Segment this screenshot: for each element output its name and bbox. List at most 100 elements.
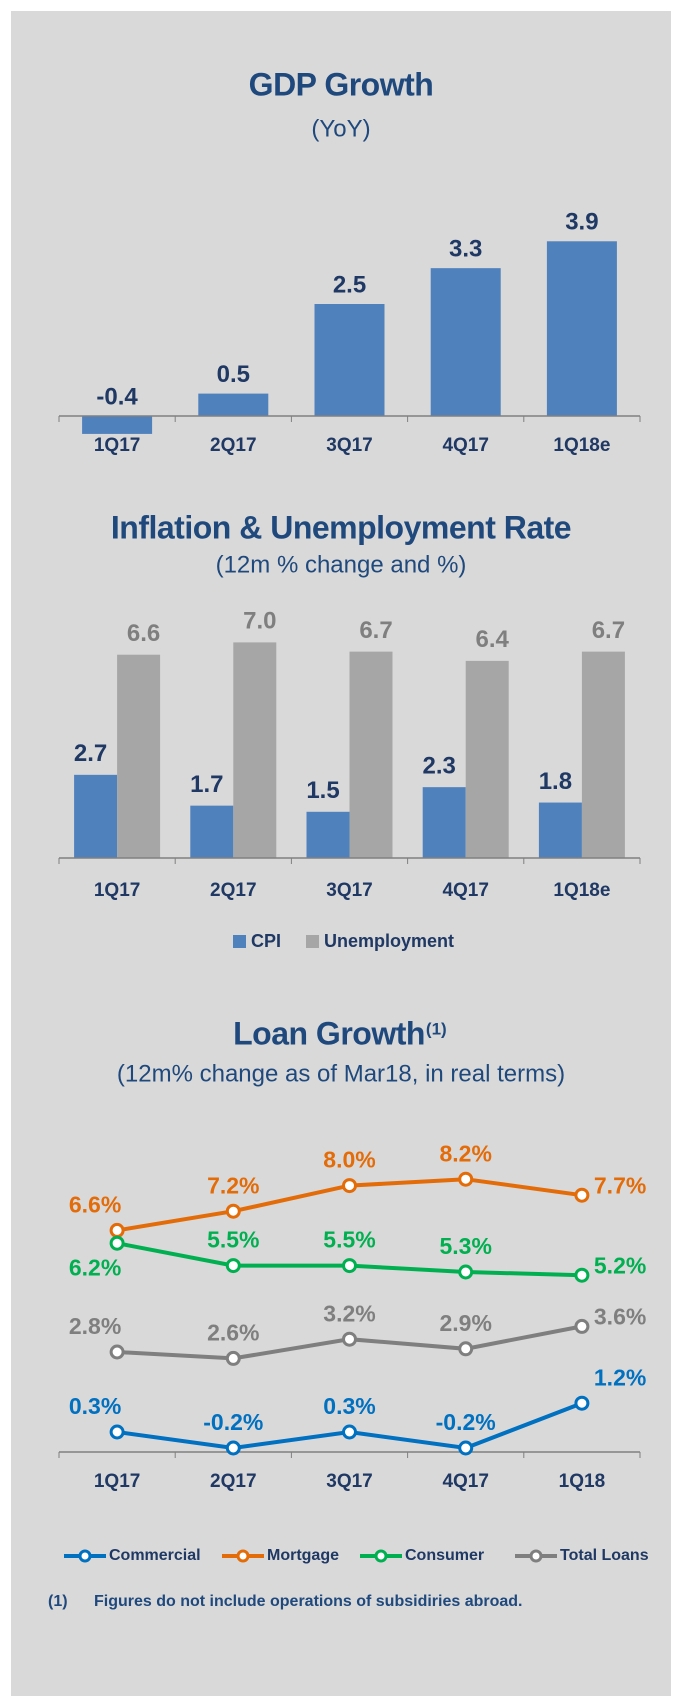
- bar: [117, 654, 161, 858]
- chart-title: Loan Growth: [233, 1015, 425, 1051]
- legend-label: Unemployment: [324, 931, 454, 951]
- chart-subtitle: (YoY): [311, 115, 370, 142]
- marker: [574, 1187, 590, 1203]
- data-label: 5.3%: [439, 1233, 491, 1259]
- bar: [82, 416, 153, 434]
- marker: [109, 1424, 125, 1440]
- legend-label: Total Loans: [560, 1547, 649, 1564]
- bar: [581, 651, 625, 858]
- x-tick-label: 3Q17: [326, 880, 372, 901]
- marker: [458, 1171, 474, 1187]
- bar: [306, 811, 350, 858]
- marker: [574, 1318, 590, 1334]
- x-tick-label: 1Q17: [94, 1471, 140, 1492]
- data-label: 3.6%: [594, 1303, 646, 1329]
- marker: [458, 1440, 474, 1456]
- legend-marker: [78, 1549, 92, 1563]
- data-label: 2.7: [74, 740, 107, 767]
- chart-subtitle: (12m % change and %): [216, 551, 467, 578]
- x-tick-label: 1Q18e: [553, 880, 610, 901]
- marker: [225, 1258, 241, 1274]
- data-label: 3.2%: [323, 1300, 375, 1326]
- data-label: 8.2%: [439, 1140, 491, 1166]
- marker: [574, 1267, 590, 1283]
- bar: [314, 304, 385, 416]
- bar: [233, 642, 277, 858]
- marker: [225, 1203, 241, 1219]
- x-tick-label: 3Q17: [326, 1471, 372, 1492]
- data-label: 3.3: [449, 236, 482, 263]
- bar: [74, 774, 118, 858]
- data-label: 7.0: [243, 608, 276, 635]
- marker: [109, 1344, 125, 1360]
- data-label: 3.9: [565, 209, 598, 236]
- marker: [342, 1258, 357, 1274]
- data-label: 6.2%: [69, 1254, 121, 1280]
- legend-swatch: [233, 935, 246, 948]
- x-tick-label: 1Q18e: [553, 435, 610, 456]
- marker: [342, 1178, 357, 1194]
- marker: [458, 1341, 474, 1357]
- data-label: 1.7: [190, 771, 223, 798]
- data-label: 2.6%: [207, 1319, 259, 1345]
- x-tick-label: 1Q18: [559, 1471, 605, 1492]
- x-tick-label: 2Q17: [210, 1471, 256, 1492]
- legend-swatch: [306, 935, 319, 948]
- data-label: 6.6%: [69, 1191, 121, 1217]
- data-label: 0.3%: [323, 1393, 375, 1419]
- data-label: 7.7%: [594, 1172, 646, 1198]
- data-label: 1.2%: [594, 1364, 646, 1390]
- bar: [430, 268, 501, 416]
- legend-marker: [529, 1549, 543, 1563]
- bar: [538, 802, 582, 858]
- x-tick-label: 3Q17: [326, 435, 372, 456]
- data-label: 1.5: [306, 777, 339, 804]
- bar: [546, 241, 617, 416]
- data-label: 7.2%: [207, 1172, 259, 1198]
- bar: [190, 805, 234, 858]
- data-label: 5.5%: [323, 1227, 375, 1253]
- x-tick-label: 4Q17: [442, 880, 488, 901]
- bar: [465, 660, 509, 858]
- footnote-marker: (1): [48, 1593, 68, 1610]
- data-label: 2.9%: [439, 1310, 491, 1336]
- x-tick-label: 4Q17: [442, 1471, 488, 1492]
- legend-label: CPI: [251, 931, 281, 951]
- data-label: 2.8%: [69, 1313, 121, 1339]
- legend-marker: [236, 1549, 250, 1563]
- data-label: 5.2%: [594, 1252, 646, 1278]
- data-label: 2.3: [423, 753, 456, 780]
- chart-title: GDP Growth: [249, 66, 434, 102]
- legend-marker: [374, 1549, 388, 1563]
- data-label: -0.4: [96, 383, 138, 410]
- marker: [342, 1331, 357, 1347]
- data-label: -0.2%: [436, 1409, 496, 1435]
- data-label: 6.7: [592, 617, 625, 644]
- data-label: 6.7: [359, 617, 392, 644]
- title-note: (1): [426, 1019, 447, 1038]
- marker: [109, 1222, 125, 1238]
- data-label: 8.0%: [323, 1147, 375, 1173]
- x-tick-label: 1Q17: [94, 880, 140, 901]
- bar: [198, 393, 269, 416]
- data-label: 5.5%: [207, 1227, 259, 1253]
- marker: [574, 1395, 590, 1411]
- x-tick-label: 2Q17: [210, 435, 256, 456]
- x-tick-label: 4Q17: [442, 435, 488, 456]
- data-label: 6.4: [476, 626, 510, 653]
- marker: [109, 1235, 125, 1251]
- data-label: 6.6: [127, 620, 160, 647]
- legend-label: Mortgage: [267, 1547, 339, 1564]
- marker: [225, 1350, 241, 1366]
- legend-label: Consumer: [405, 1547, 484, 1564]
- bar: [422, 787, 466, 858]
- bar: [349, 651, 393, 858]
- chart-subtitle: (12m% change as of Mar18, in real terms): [117, 1060, 565, 1087]
- data-label: 0.5: [217, 361, 250, 388]
- chart-title: Inflation & Unemployment Rate: [111, 509, 571, 545]
- marker: [458, 1264, 474, 1280]
- legend-label: Commercial: [109, 1547, 201, 1564]
- marker: [225, 1440, 241, 1456]
- footnote-text: Figures do not include operations of sub…: [94, 1593, 523, 1610]
